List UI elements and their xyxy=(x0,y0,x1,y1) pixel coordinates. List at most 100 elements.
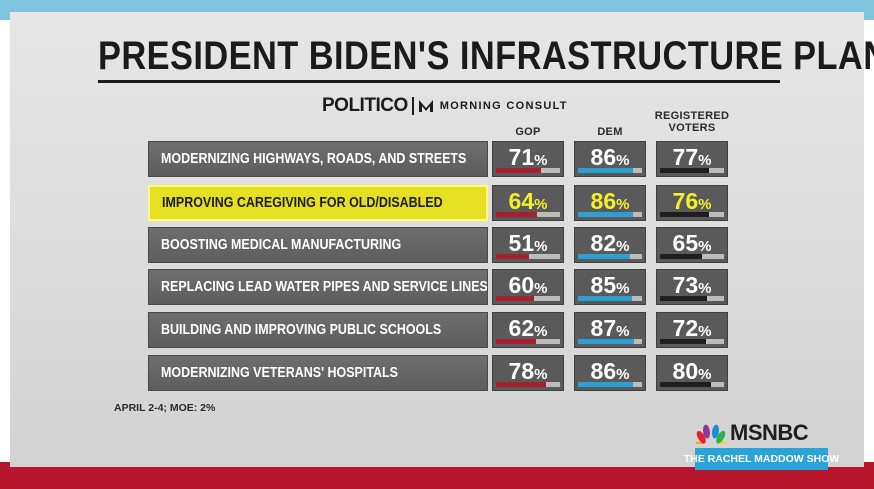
column-header: REGISTERED VOTERS xyxy=(654,110,730,134)
percent-sign: % xyxy=(698,152,712,169)
percentage-value: 87% xyxy=(575,314,645,346)
level-bar-fill xyxy=(660,254,702,259)
percentage-value: 60% xyxy=(493,271,563,303)
level-bar-track xyxy=(496,254,560,259)
row-label-text: MODERNIZING VETERANS' HOSPITALS xyxy=(161,365,398,381)
percentage-value: 77% xyxy=(657,143,727,175)
level-bar-fill xyxy=(660,296,707,301)
source-logo: POLITICO MORNING CONSULT xyxy=(322,95,568,117)
value-cell: 60% xyxy=(492,269,564,305)
percentage-value: 64% xyxy=(493,187,563,219)
row-label-text: BOOSTING MEDICAL MANUFACTURING xyxy=(161,237,402,253)
percentage-number: 80 xyxy=(672,358,699,384)
level-bar-fill xyxy=(496,382,546,387)
level-bar-fill xyxy=(496,254,529,259)
value-cell: 86% xyxy=(574,355,646,391)
level-bar-fill xyxy=(578,296,633,301)
row-label-text: MODERNIZING HIGHWAYS, ROADS, AND STREETS xyxy=(161,151,467,167)
percentage-number: 71 xyxy=(508,144,535,170)
value-cell: 78% xyxy=(492,355,564,391)
logo-divider xyxy=(411,97,414,115)
percentage-value: 78% xyxy=(493,357,563,389)
level-bar-fill xyxy=(496,296,535,301)
percentage-number: 86 xyxy=(590,188,617,214)
level-bar-fill xyxy=(660,339,707,344)
row-label-text: REPLACING LEAD WATER PIPES AND SERVICE L… xyxy=(161,279,488,295)
percentage-number: 77 xyxy=(672,144,699,170)
value-cell: 80% xyxy=(656,355,728,391)
percentage-number: 62 xyxy=(508,315,535,341)
row-label-text: BUILDING AND IMPROVING PUBLIC SCHOOLS xyxy=(161,322,442,338)
percentage-value: 86% xyxy=(575,357,645,389)
row-label: BOOSTING MEDICAL MANUFACTURING xyxy=(148,227,488,263)
value-cell: 76% xyxy=(656,185,728,221)
level-bar-track xyxy=(578,254,642,259)
value-cell: 73% xyxy=(656,269,728,305)
percentage-number: 60 xyxy=(508,272,535,298)
morning-consult-logo-text: MORNING CONSULT xyxy=(439,100,568,112)
percent-sign: % xyxy=(534,323,548,340)
column-header: GOP xyxy=(515,126,541,138)
value-cell: 86% xyxy=(574,141,646,177)
row-label: MODERNIZING VETERANS' HOSPITALS xyxy=(148,355,488,391)
percentage-number: 65 xyxy=(672,230,699,256)
level-bar-track xyxy=(496,339,560,344)
percentage-value: 71% xyxy=(493,143,563,175)
percentage-value: 86% xyxy=(575,143,645,175)
percent-sign: % xyxy=(534,196,548,213)
level-bar-fill xyxy=(496,168,542,173)
level-bar-track xyxy=(496,382,560,387)
level-bar-track xyxy=(660,296,724,301)
level-bar-track xyxy=(660,339,724,344)
level-bar-fill xyxy=(496,212,537,217)
network-logo: MSNBC xyxy=(695,420,809,446)
value-cell: 65% xyxy=(656,227,728,263)
percent-sign: % xyxy=(616,366,630,383)
percent-sign: % xyxy=(534,366,548,383)
title-underline xyxy=(98,80,780,83)
percent-sign: % xyxy=(616,196,630,213)
percentage-value: 65% xyxy=(657,229,727,261)
percent-sign: % xyxy=(534,152,548,169)
value-cell: 82% xyxy=(574,227,646,263)
percentage-value: 62% xyxy=(493,314,563,346)
level-bar-track xyxy=(660,254,724,259)
value-cell: 77% xyxy=(656,141,728,177)
value-cell: 85% xyxy=(574,269,646,305)
percent-sign: % xyxy=(698,238,712,255)
level-bar-fill xyxy=(578,382,634,387)
level-bar-fill xyxy=(578,339,634,344)
level-bar-track xyxy=(660,382,724,387)
percentage-number: 73 xyxy=(672,272,699,298)
row-label: BUILDING AND IMPROVING PUBLIC SCHOOLS xyxy=(148,312,488,348)
percentage-number: 86 xyxy=(590,358,617,384)
value-cell: 62% xyxy=(492,312,564,348)
percentage-number: 86 xyxy=(590,144,617,170)
value-cell: 87% xyxy=(574,312,646,348)
level-bar-fill xyxy=(496,339,536,344)
graphic-title: PRESIDENT BIDEN'S INFRASTRUCTURE PLAN xyxy=(98,34,874,78)
percentage-value: 51% xyxy=(493,229,563,261)
row-label-text: IMPROVING CAREGIVING FOR OLD/DISABLED xyxy=(162,195,443,211)
level-bar-fill xyxy=(660,382,712,387)
percentage-number: 64 xyxy=(508,188,535,214)
level-bar-track xyxy=(578,382,642,387)
percent-sign: % xyxy=(616,280,630,297)
percentage-number: 76 xyxy=(672,188,699,214)
value-cell: 86% xyxy=(574,185,646,221)
politico-logo-text: POLITICO xyxy=(322,95,408,116)
value-cell: 71% xyxy=(492,141,564,177)
percent-sign: % xyxy=(534,280,548,297)
value-cell: 51% xyxy=(492,227,564,263)
level-bar-fill xyxy=(578,168,634,173)
level-bar-fill xyxy=(578,212,634,217)
percentage-value: 85% xyxy=(575,271,645,303)
percentage-value: 73% xyxy=(657,271,727,303)
level-bar-track xyxy=(578,168,642,173)
msnbc-logo-text: MSNBC xyxy=(730,420,809,445)
percent-sign: % xyxy=(616,238,630,255)
highlighted-row-label: IMPROVING CAREGIVING FOR OLD/DISABLED xyxy=(148,185,488,221)
poll-footnote: APRIL 2-4; MOE: 2% xyxy=(114,402,216,414)
percentage-value: 82% xyxy=(575,229,645,261)
percent-sign: % xyxy=(616,323,630,340)
